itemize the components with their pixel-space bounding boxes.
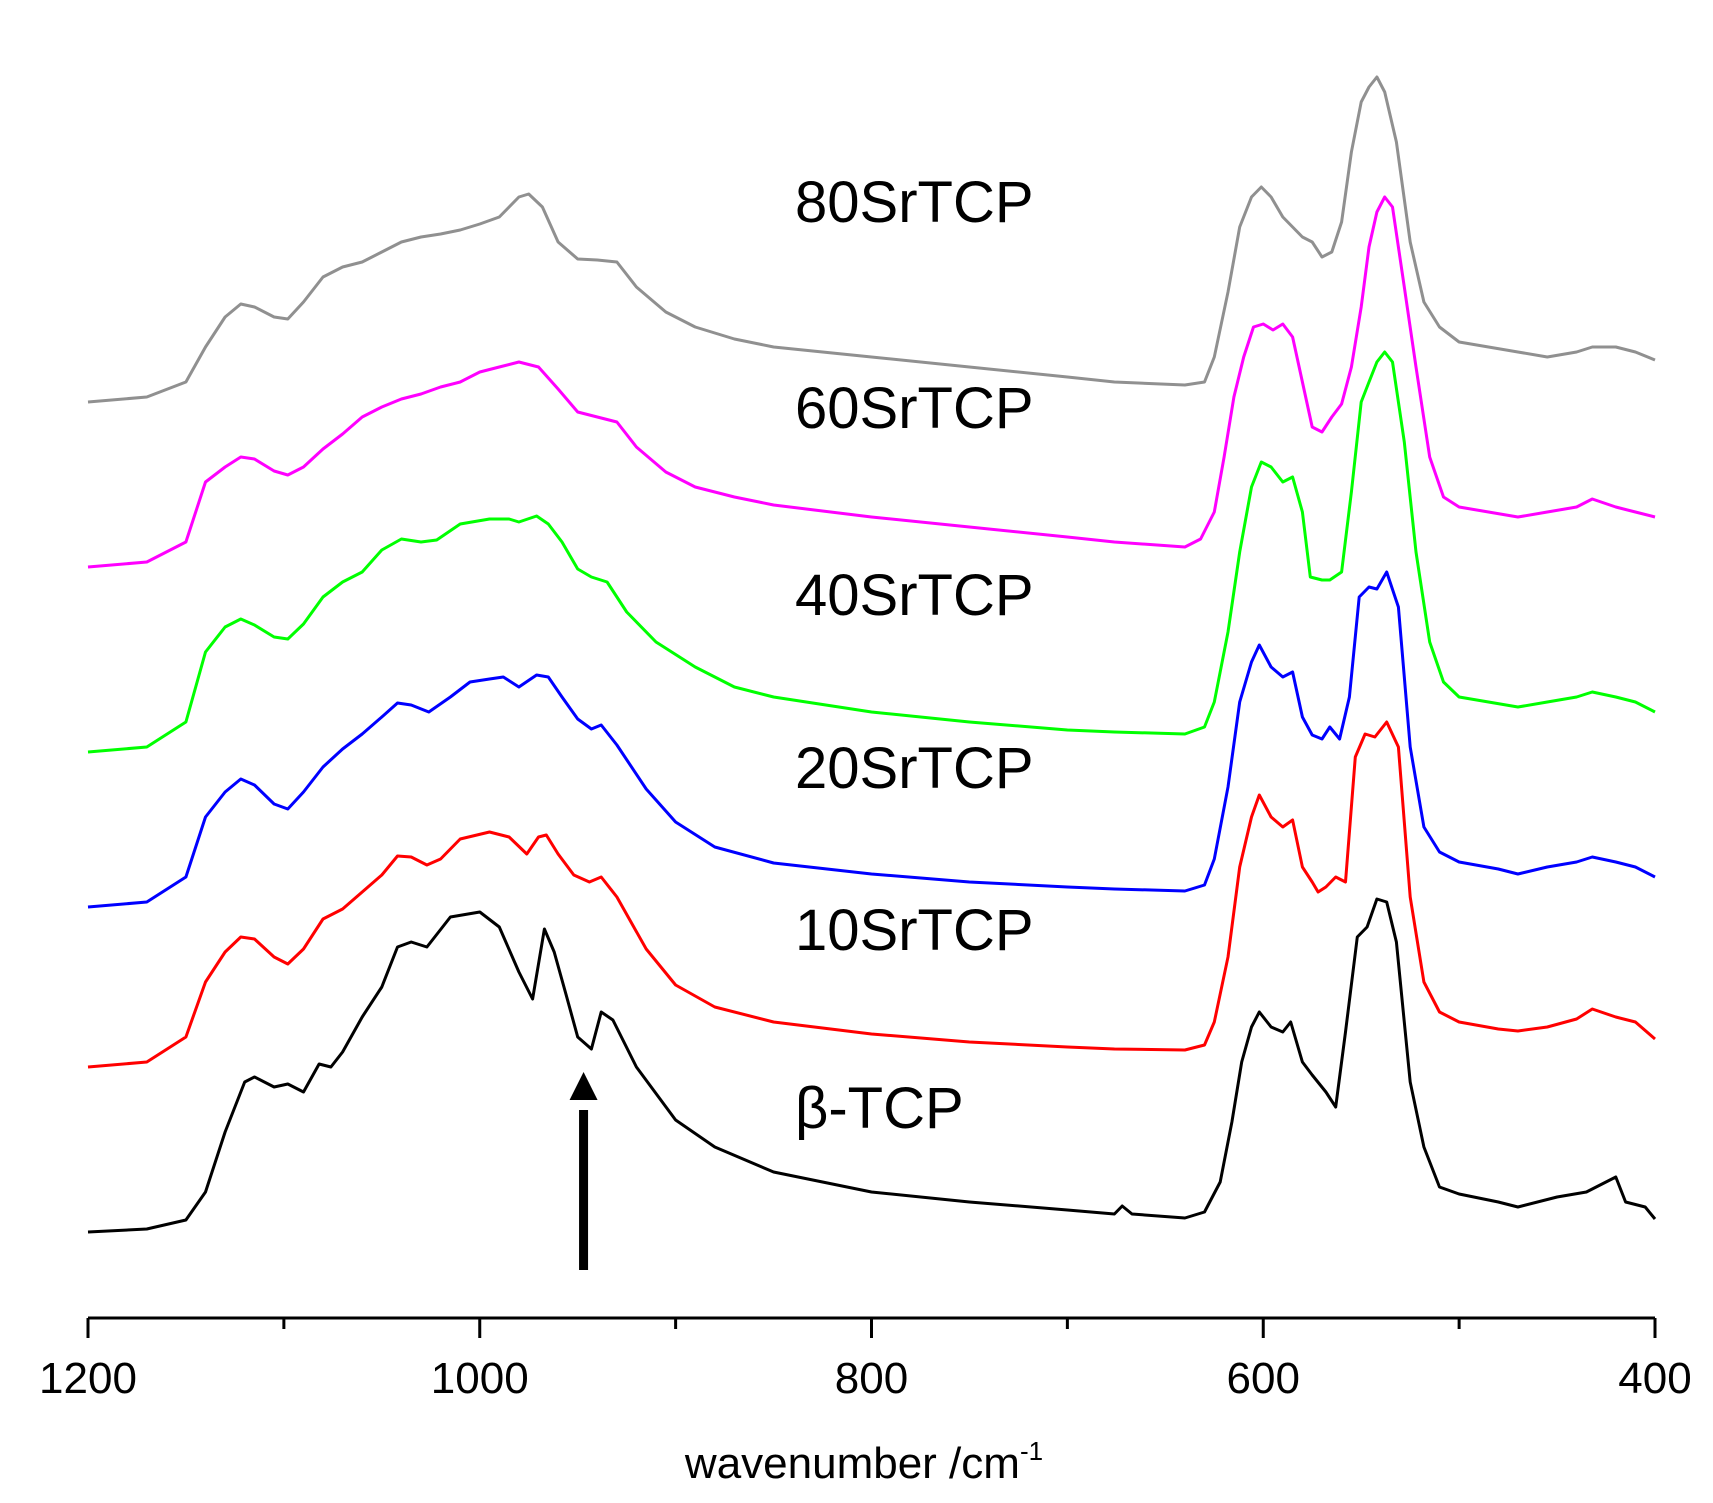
x-tick-label: 1200	[39, 1354, 137, 1403]
series-line-60srtcp	[87, 195, 1656, 569]
x-tick-label: 800	[835, 1354, 908, 1403]
series-line-tcp	[87, 897, 1657, 1234]
annotation-arrow	[569, 1072, 598, 1270]
arrow-head	[569, 1072, 598, 1100]
series-line-80srtcp	[87, 75, 1656, 404]
series-label: 40SrTCP	[795, 563, 1034, 628]
series-line-40srtcp	[87, 350, 1656, 754]
x-axis: 1200 1000 800 600 400	[39, 1316, 1692, 1403]
series-label: 80SrTCP	[795, 170, 1034, 235]
x-tick-label: 1000	[431, 1354, 529, 1403]
series-label: β-TCP	[795, 1076, 964, 1141]
x-axis-title: wavenumber /cm-1	[684, 1436, 1043, 1488]
series-label: 20SrTCP	[795, 736, 1034, 801]
series-line-20srtcp	[87, 570, 1656, 909]
series-label: 60SrTCP	[795, 376, 1034, 441]
series-line-10srtcp	[87, 720, 1656, 1069]
series-labels: β-TCP 10SrTCP 20SrTCP 40SrTCP 60SrTCP 80SrTCP	[795, 170, 1034, 1141]
series-label: 10SrTCP	[795, 898, 1034, 963]
series-group	[87, 75, 1657, 1234]
x-tick-label: 600	[1227, 1354, 1300, 1403]
x-tick-label: 400	[1618, 1354, 1691, 1403]
